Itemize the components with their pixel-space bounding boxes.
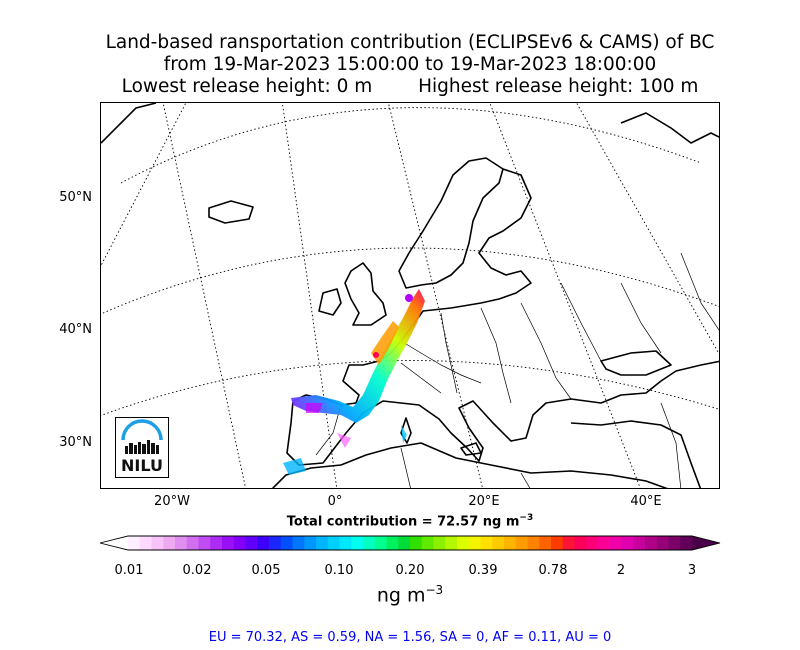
nilu-logo-graphic (121, 419, 163, 454)
colorbar-segment (398, 536, 411, 550)
colorbar-segment (633, 536, 646, 550)
colorbar-segment (645, 536, 658, 550)
colorbar-segment (480, 536, 493, 550)
colorbar-segment (128, 536, 141, 550)
lat-label-40n: 40°N (59, 322, 92, 337)
colorbar-tick: 0.10 (324, 563, 354, 578)
lon-label-20w: 20°W (154, 494, 190, 509)
colorbar-segment (151, 536, 164, 550)
colorbar-segment (445, 536, 458, 550)
colorbar-segment (245, 536, 258, 550)
title-line-3: Lowest release height: 0 m Highest relea… (0, 76, 800, 98)
colorbar-tick: 0.02 (182, 563, 212, 578)
colorbar-segment (410, 536, 423, 550)
colorbar-segment (139, 536, 153, 550)
colorbar-tick: 0.20 (395, 563, 425, 578)
colorbar-tick: 0.78 (538, 563, 568, 578)
colorbar-segment (363, 536, 376, 550)
colorbar-segment (175, 536, 188, 550)
colorbar-segment (680, 536, 693, 550)
colorbar-tick: 0.39 (468, 563, 498, 578)
highest-release-height: Highest release height: 100 m (418, 76, 699, 97)
colorbar-segment (222, 536, 235, 550)
lowest-release-height: Lowest release height: 0 m (121, 76, 373, 97)
colorbar-segment (339, 536, 352, 550)
country-borders (315, 252, 719, 488)
colorbar-segment (280, 536, 294, 550)
colorbar-segment (574, 536, 587, 550)
colorbar-segment (598, 536, 611, 550)
map-svg (101, 103, 719, 488)
colorbar-segment (586, 536, 599, 550)
colorbar-units: ng m−3 (376, 583, 444, 607)
colorbar-segment (433, 536, 446, 550)
colorbar (99, 535, 721, 551)
lat-label-50n: 50°N (59, 190, 92, 205)
colorbar-segment (539, 536, 552, 550)
colorbar-segment (374, 536, 388, 550)
colorbar-segment (421, 536, 435, 550)
nilu-logo-text: NILU (121, 456, 163, 475)
title-line-1: Land-based ransportation contribution (E… (105, 32, 715, 53)
lon-label-40e: 40°E (630, 494, 662, 509)
colorbar-segment (515, 536, 529, 550)
coastlines (101, 103, 719, 488)
colorbar-segment (386, 536, 399, 550)
regional-contributions: EU = 70.32, AS = 0.59, NA = 1.56, SA = 0… (208, 630, 612, 645)
lon-label-20e: 20°E (468, 494, 500, 509)
colorbar-segment (327, 536, 341, 550)
colorbar-tick: 2 (616, 563, 626, 578)
colorbar-segment (269, 536, 282, 550)
colorbar-segment (492, 536, 505, 550)
colorbar-segment (457, 536, 470, 550)
colorbar-segment (233, 536, 247, 550)
colorbar-segment (468, 536, 482, 550)
colorbar-segment (621, 536, 634, 550)
colorbar-segment (527, 536, 540, 550)
colorbar-segment (351, 536, 364, 550)
colorbar-segment (609, 536, 623, 550)
map-panel (100, 102, 720, 489)
colorbar-segment (186, 536, 200, 550)
total-contribution: Total contribution = 72.57 ng m−3 (286, 513, 534, 530)
lon-label-0: 0° (327, 494, 343, 509)
colorbar-segment (316, 536, 329, 550)
colorbar-segment (257, 536, 270, 550)
nilu-logo: NILU (115, 417, 169, 478)
colorbar-segment (304, 536, 317, 550)
lat-label-30n: 30°N (59, 435, 92, 450)
colorbar-segment (163, 536, 176, 550)
colorbar-segment (198, 536, 211, 550)
colorbar-tick: 0.05 (251, 563, 281, 578)
colorbar-segment (504, 536, 517, 550)
colorbar-segment (668, 536, 681, 550)
title-line-2: from 19-Mar-2023 15:00:00 to 19-Mar-2023… (163, 54, 657, 75)
concentration-plume (283, 289, 425, 475)
colorbar-tick: 3 (687, 563, 697, 578)
colorbar-segment (210, 536, 223, 550)
colorbar-tick: 0.01 (114, 563, 144, 578)
colorbar-segment (292, 536, 305, 550)
colorbar-segment (551, 536, 564, 550)
colorbar-segment (656, 536, 670, 550)
colorbar-segment (562, 536, 576, 550)
